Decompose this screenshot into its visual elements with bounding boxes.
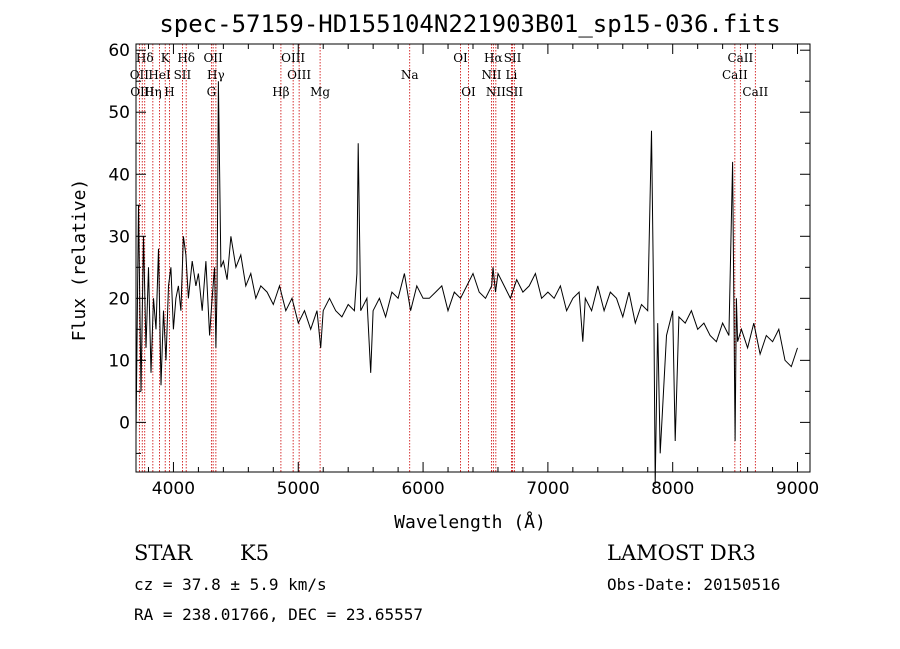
- line-marker-label: K: [161, 51, 171, 65]
- line-marker-label: SII: [504, 51, 522, 65]
- line-marker-label: CaII: [742, 85, 768, 99]
- x-tick-label: 9000: [776, 479, 819, 499]
- line-marker-label: Hα: [484, 51, 503, 65]
- line-marker-label: SII: [505, 85, 523, 99]
- line-marker-label: NII: [486, 85, 506, 99]
- line-marker-label: Hβ: [272, 85, 289, 99]
- x-tick-label: 8000: [651, 479, 694, 499]
- y-tick-label: 60: [108, 41, 130, 61]
- plot-frame: [135, 43, 811, 473]
- line-marker-label: OI: [453, 51, 468, 65]
- y-tick-label: 10: [108, 351, 130, 371]
- object-class: STAR: [134, 541, 193, 565]
- y-tick-label: 30: [108, 227, 130, 247]
- line-marker-label: NII: [481, 68, 501, 82]
- redshift-value: cz = 37.8 ± 5.9 km/s: [134, 575, 327, 594]
- y-tick-label: 50: [108, 103, 130, 123]
- line-marker-label: CaII: [727, 51, 753, 65]
- x-axis-ticks: 4000 5000 6000 7000 8000 9000: [147, 44, 819, 499]
- observation-date: Obs-Date: 20150516: [607, 575, 780, 594]
- x-tick-label: 6000: [401, 479, 444, 499]
- line-marker-label: OIII: [281, 51, 305, 65]
- survey-name: LAMOST DR3: [607, 541, 756, 565]
- x-tick-label: 7000: [526, 479, 569, 499]
- chart-title: spec-57159-HD155104N221903B01_sp15-036.f…: [159, 10, 780, 38]
- line-marker-label: H: [164, 85, 174, 99]
- line-marker-label: OII: [130, 68, 150, 82]
- coordinates: RA = 238.01766, DEC = 23.65557: [134, 605, 423, 624]
- y-axis-ticks: 0 10 20 30 40 50 60: [108, 41, 810, 454]
- line-marker-label: CaII: [722, 68, 748, 82]
- line-marker-label: OII: [203, 51, 223, 65]
- line-marker-label: HeI: [148, 68, 171, 82]
- line-marker-label: G: [207, 85, 217, 99]
- line-marker-label: Hδ: [177, 51, 195, 65]
- spectrum-line: [135, 81, 798, 485]
- line-marker-label: Mg: [310, 85, 330, 99]
- line-marker-label: Hη: [144, 85, 162, 99]
- line-marker-label: Na: [401, 68, 419, 82]
- y-tick-label: 20: [108, 289, 130, 309]
- line-marker-label: OI: [461, 85, 476, 99]
- line-marker-label: Hγ: [207, 68, 225, 82]
- line-marker-label: Hδ: [136, 51, 154, 65]
- y-tick-label: 40: [108, 165, 130, 185]
- y-tick-label: 0: [119, 413, 130, 433]
- y-axis-label: Flux (relative): [69, 179, 90, 342]
- line-marker-label: OIII: [287, 68, 311, 82]
- line-marker-label: SII: [174, 68, 192, 82]
- x-axis-label: Wavelength (Å): [394, 511, 546, 533]
- object-subclass: K5: [240, 541, 269, 565]
- x-tick-label: 4000: [152, 479, 195, 499]
- line-marker-label: Li: [506, 68, 518, 82]
- x-tick-label: 5000: [277, 479, 320, 499]
